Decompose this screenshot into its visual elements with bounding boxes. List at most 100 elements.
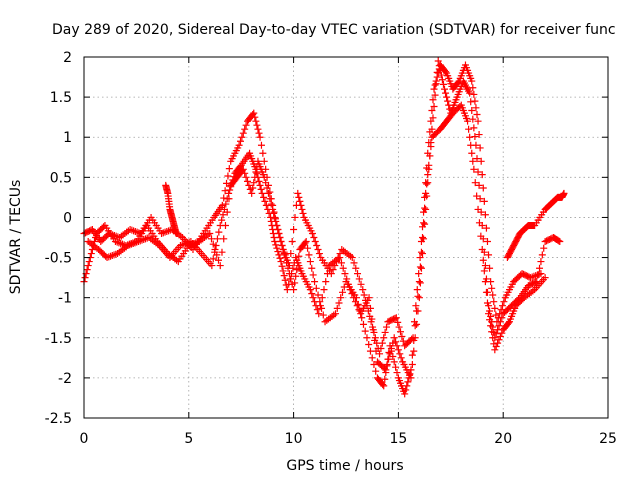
data-point — [491, 346, 499, 354]
data-point — [350, 294, 358, 302]
data-point — [271, 238, 279, 246]
data-point — [268, 221, 276, 229]
data-point — [415, 278, 423, 286]
data-point — [491, 304, 499, 312]
data-point — [267, 195, 275, 203]
data-point — [435, 62, 443, 70]
data-point — [211, 248, 219, 256]
data-point — [475, 181, 483, 189]
y-tick-label: -1 — [58, 291, 72, 307]
data-point — [278, 242, 286, 250]
data-point — [425, 165, 433, 173]
data-point — [270, 208, 278, 216]
data-point — [208, 262, 216, 270]
data-point — [83, 266, 91, 274]
data-point — [361, 327, 369, 335]
data-point — [485, 302, 493, 310]
data-point — [416, 254, 424, 262]
data-point — [287, 250, 295, 258]
data-point — [306, 258, 314, 266]
data-point — [243, 177, 251, 185]
data-point — [483, 288, 491, 296]
data-point — [534, 271, 542, 279]
data-point — [431, 91, 439, 99]
data-point — [216, 221, 224, 229]
data-point — [392, 314, 400, 322]
data-point — [466, 133, 474, 141]
data-point — [424, 171, 432, 179]
data-point — [480, 267, 488, 275]
data-point — [429, 114, 437, 122]
data-point — [392, 363, 400, 371]
data-point — [478, 221, 486, 229]
data-point — [220, 205, 228, 213]
data-point — [346, 286, 354, 294]
data-point — [269, 229, 277, 237]
data-point — [423, 180, 431, 188]
data-point — [365, 340, 373, 348]
data-point — [271, 215, 279, 223]
data-point — [490, 298, 498, 306]
data-point — [380, 382, 388, 390]
data-point — [392, 338, 400, 346]
data-point — [488, 284, 496, 292]
data-point — [256, 181, 264, 189]
data-point — [401, 390, 409, 398]
data-point — [481, 211, 489, 219]
y-axis-title: SDTVAR / TECUs — [8, 180, 24, 295]
data-point — [257, 141, 265, 149]
data-point — [259, 149, 267, 157]
data-point — [479, 235, 487, 243]
data-point — [489, 291, 497, 299]
data-point — [428, 106, 436, 114]
data-point — [348, 254, 356, 262]
data-point — [319, 311, 327, 319]
data-point — [372, 347, 380, 355]
data-point — [257, 185, 265, 193]
data-point — [272, 241, 280, 249]
data-point — [495, 322, 503, 330]
y-tick-label: 1.5 — [50, 90, 72, 106]
data-point — [293, 266, 301, 274]
data-point — [335, 299, 343, 307]
data-point — [289, 264, 297, 272]
data-point — [269, 225, 277, 233]
data-point — [353, 302, 361, 310]
data-point — [359, 286, 367, 294]
data-point — [428, 125, 436, 133]
y-tick-labels: -2.5 -2 -1.5 -1 -0.5 0 0.5 1 1.5 2 — [45, 50, 72, 427]
data-point — [377, 344, 385, 352]
data-point — [313, 242, 321, 250]
data-point — [390, 358, 398, 366]
data-point — [372, 367, 380, 375]
x-tick-label: 25 — [599, 431, 617, 447]
data-point — [391, 314, 399, 322]
data-point — [312, 284, 320, 292]
gridlines — [84, 57, 608, 418]
data-point — [309, 294, 317, 302]
data-point — [254, 173, 262, 181]
data-point — [476, 195, 484, 203]
data-point — [265, 209, 273, 217]
data-point — [306, 286, 314, 294]
data-point — [281, 276, 289, 284]
data-point — [264, 205, 272, 213]
data-point — [251, 113, 259, 121]
data-point — [258, 189, 266, 197]
data-point — [394, 346, 402, 354]
data-point — [500, 298, 508, 306]
data-point — [336, 254, 344, 262]
data-point — [253, 169, 261, 177]
data-point — [479, 184, 487, 192]
data-point — [471, 133, 479, 141]
data-point — [261, 197, 269, 205]
data-point — [479, 256, 487, 264]
data-point — [430, 102, 438, 110]
data-point — [172, 229, 180, 237]
data-point — [487, 278, 495, 286]
data-point — [218, 248, 226, 256]
data-point — [393, 342, 401, 350]
data-point — [314, 291, 322, 299]
data-point — [298, 205, 306, 213]
series-segment-early-spike — [162, 181, 180, 237]
